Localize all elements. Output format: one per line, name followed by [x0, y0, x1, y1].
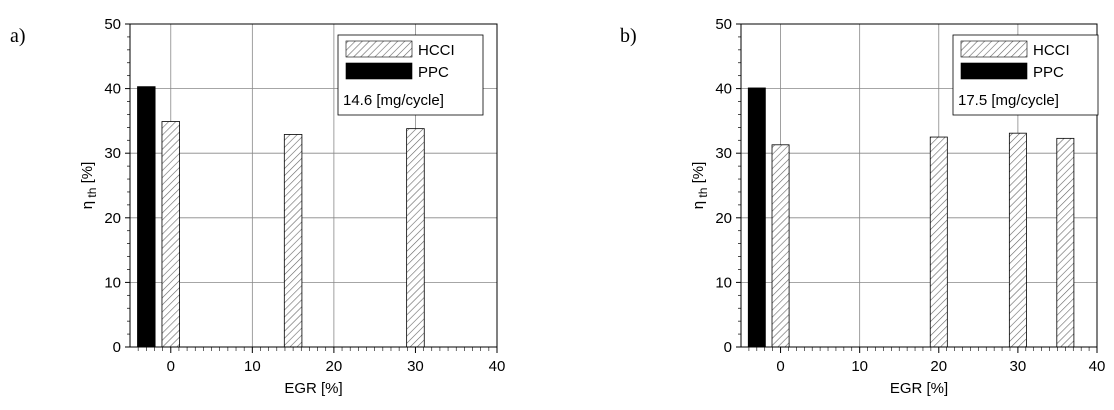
legend-label-hcci: HCCI	[418, 42, 455, 59]
y-tick-label: 40	[715, 81, 732, 98]
x-tick-label: 0	[167, 358, 175, 375]
bar-hcci	[930, 137, 947, 347]
y-tick-label: 0	[113, 339, 121, 356]
x-tick-label: 0	[776, 358, 784, 375]
bar-hcci	[772, 145, 789, 347]
y-tick-label: 50	[715, 16, 732, 33]
x-tick-label: 30	[407, 358, 424, 375]
legend-label-ppc: PPC	[1033, 64, 1064, 81]
x-tick-label: 30	[1010, 358, 1027, 375]
bar-hcci	[162, 122, 180, 347]
bar-hcci	[1057, 138, 1074, 347]
y-tick-label: 20	[104, 210, 121, 227]
y-tick-label: 30	[104, 145, 121, 162]
x-tick-label: 20	[326, 358, 343, 375]
legend-swatch-hcci	[346, 41, 412, 57]
bar-hcci	[1009, 133, 1026, 347]
chart-panel-a: a) 0 10 20 30 40 50 0 10 20 30 40 EGR [%] η th [%] HCC…	[10, 16, 505, 397]
bar-hcci	[407, 129, 425, 347]
legend: HCCI PPC 17.5 [mg/cycle]	[953, 35, 1098, 115]
legend-swatch-ppc	[961, 63, 1027, 79]
legend-swatch-ppc	[346, 63, 412, 79]
chart-panel-b: b) 0 10 20 30 40 50 0 10 20 30 40 EGR [%] η th [%] HCC…	[620, 16, 1105, 397]
x-tick-label: 10	[244, 358, 261, 375]
fuel-annotation: 14.6 [mg/cycle]	[343, 92, 444, 109]
bar-hcci	[284, 134, 302, 347]
y-axis-title: η th [%]	[690, 162, 710, 210]
legend-label-ppc: PPC	[418, 64, 449, 81]
x-axis-title: EGR [%]	[284, 380, 342, 397]
y-tick-label: 10	[104, 274, 121, 291]
y-tick-label: 20	[715, 210, 732, 227]
x-tick-label: 10	[851, 358, 868, 375]
y-tick-label: 10	[715, 274, 732, 291]
legend-label-hcci: HCCI	[1033, 42, 1070, 59]
panel-label: b)	[620, 25, 637, 47]
panel-label: a)	[10, 25, 26, 47]
y-tick-label: 30	[715, 145, 732, 162]
legend: HCCI PPC 14.6 [mg/cycle]	[338, 35, 483, 115]
x-tick-label: 20	[930, 358, 947, 375]
y-tick-label: 40	[104, 81, 121, 98]
x-axis-title: EGR [%]	[890, 380, 948, 397]
y-axis-title: η th [%]	[79, 162, 99, 210]
x-tick-label: 40	[1089, 358, 1106, 375]
bar-ppc	[748, 88, 765, 347]
fuel-annotation: 17.5 [mg/cycle]	[958, 92, 1059, 109]
bar-ppc	[138, 87, 156, 347]
y-tick-label: 0	[724, 339, 732, 356]
x-tick-label: 40	[489, 358, 506, 375]
legend-swatch-hcci	[961, 41, 1027, 57]
y-tick-label: 50	[104, 16, 121, 33]
